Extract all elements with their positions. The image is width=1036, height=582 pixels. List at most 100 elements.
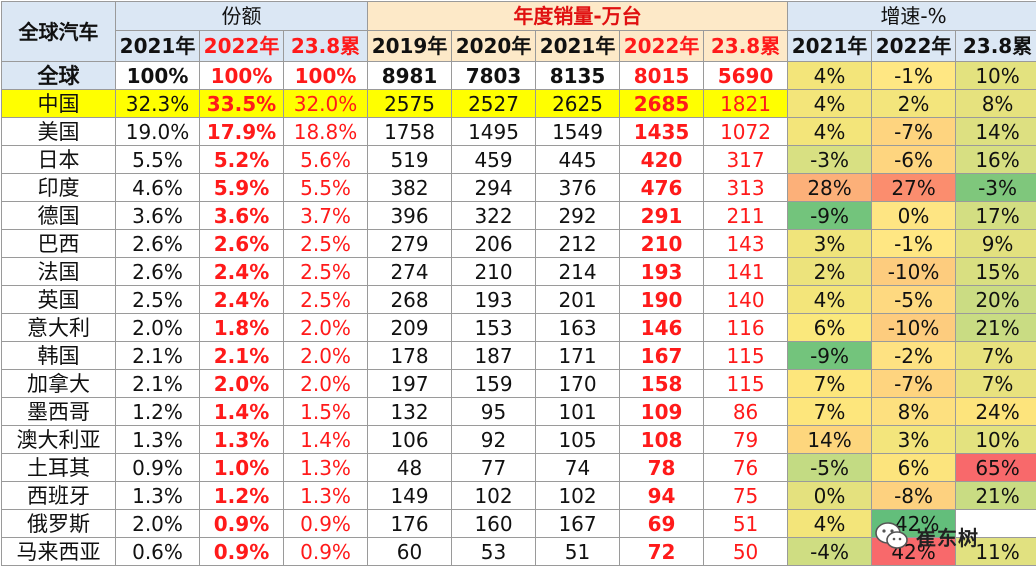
growth-2021-cell: -3% — [788, 146, 872, 174]
country-cell: 日本 — [2, 146, 116, 174]
share-2022-cell: 17.9% — [200, 118, 284, 146]
share-2022-cell: 2.6% — [200, 230, 284, 258]
growth-238-cell: 21% — [956, 482, 1036, 510]
country-cell: 韩国 — [2, 342, 116, 370]
sales-2020-cell: 210 — [452, 258, 536, 286]
sales-2021-cell: 2625 — [536, 90, 620, 118]
growth-2021-cell: 0% — [788, 482, 872, 510]
country-cell: 马来西亚 — [2, 538, 116, 566]
growth-2021-cell: 4% — [788, 118, 872, 146]
country-cell: 澳大利亚 — [2, 426, 116, 454]
sales-2022-cell: 158 — [620, 370, 704, 398]
share-238-cell: 1.3% — [284, 482, 368, 510]
growth-238-cell: 8% — [956, 90, 1036, 118]
share-2021-cell: 2.6% — [116, 230, 200, 258]
share-2021-cell: 4.6% — [116, 174, 200, 202]
sales-2021-cell: 292 — [536, 202, 620, 230]
growth-2022-cell: 6% — [872, 454, 956, 482]
country-cell: 印度 — [2, 174, 116, 202]
share-2021-cell: 2.1% — [116, 370, 200, 398]
sales-2021-cell: 167 — [536, 510, 620, 538]
sales-2021-cell: 51 — [536, 538, 620, 566]
share-2021-cell: 2.0% — [116, 510, 200, 538]
share-238-cell: 2.0% — [284, 342, 368, 370]
share-238-cell: 5.6% — [284, 146, 368, 174]
share-2021-cell: 2.6% — [116, 258, 200, 286]
growth-2022-cell: 27% — [872, 174, 956, 202]
sales-2021-cell: 105 — [536, 426, 620, 454]
sales-2020-cell: 206 — [452, 230, 536, 258]
growth-238-cell — [956, 510, 1036, 538]
sales-238-cell: 116 — [704, 314, 788, 342]
sales-238-cell: 1072 — [704, 118, 788, 146]
sales-2019-cell: 396 — [368, 202, 452, 230]
sales-238-cell: 50 — [704, 538, 788, 566]
share-2021-cell: 19.0% — [116, 118, 200, 146]
share-col-238: 23.8累 — [284, 31, 368, 62]
sales-2019-cell: 197 — [368, 370, 452, 398]
share-col-2022: 2022年 — [200, 31, 284, 62]
share-2021-cell: 0.9% — [116, 454, 200, 482]
sales-2022-cell: 72 — [620, 538, 704, 566]
growth-238-cell: 24% — [956, 398, 1036, 426]
sales-2019-cell: 178 — [368, 342, 452, 370]
share-2022-cell: 2.4% — [200, 258, 284, 286]
growth-2021-cell: 2% — [788, 258, 872, 286]
share-2022-cell: 5.9% — [200, 174, 284, 202]
share-2021-cell: 5.5% — [116, 146, 200, 174]
growth-238-cell: 14% — [956, 118, 1036, 146]
growth-238-cell: 65% — [956, 454, 1036, 482]
sales-col-2021: 2021年 — [536, 31, 620, 62]
sales-2020-cell: 187 — [452, 342, 536, 370]
growth-238-cell: 21% — [956, 314, 1036, 342]
share-238-cell: 1.4% — [284, 426, 368, 454]
sales-2020-cell: 459 — [452, 146, 536, 174]
sales-2022-cell: 108 — [620, 426, 704, 454]
sales-238-cell: 313 — [704, 174, 788, 202]
sales-2019-cell: 209 — [368, 314, 452, 342]
sales-2019-cell: 268 — [368, 286, 452, 314]
sales-2022-cell: 69 — [620, 510, 704, 538]
sales-2022-cell: 476 — [620, 174, 704, 202]
share-2022-cell: 0.9% — [200, 510, 284, 538]
share-2022-cell: 5.2% — [200, 146, 284, 174]
growth-2022-cell: 0% — [872, 202, 956, 230]
growth-2021-cell: 4% — [788, 510, 872, 538]
growth-2021-cell: 4% — [788, 286, 872, 314]
share-2021-cell: 1.3% — [116, 482, 200, 510]
growth-2022-cell: -8% — [872, 482, 956, 510]
sales-238-cell: 79 — [704, 426, 788, 454]
sales-2020-cell: 7803 — [452, 62, 536, 90]
sales-2022-cell: 210 — [620, 230, 704, 258]
share-238-cell: 2.5% — [284, 286, 368, 314]
sales-2021-cell: 214 — [536, 258, 620, 286]
country-cell: 墨西哥 — [2, 398, 116, 426]
growth-238-cell: 10% — [956, 62, 1036, 90]
growth-2022-cell: 2% — [872, 90, 956, 118]
sales-group-header: 年度销量-万台 — [368, 2, 788, 31]
sales-2021-cell: 8135 — [536, 62, 620, 90]
growth-2022-cell: 42% — [872, 538, 956, 566]
country-cell: 全球 — [2, 62, 116, 90]
country-cell: 意大利 — [2, 314, 116, 342]
growth-2022-cell: -5% — [872, 286, 956, 314]
growth-238-cell: 9% — [956, 230, 1036, 258]
sales-238-cell: 141 — [704, 258, 788, 286]
table-corner-title: 全球汽车 — [2, 2, 116, 62]
growth-238-cell: 7% — [956, 370, 1036, 398]
sales-2021-cell: 201 — [536, 286, 620, 314]
country-cell: 巴西 — [2, 230, 116, 258]
sales-2020-cell: 53 — [452, 538, 536, 566]
share-2022-cell: 1.2% — [200, 482, 284, 510]
share-2022-cell: 33.5% — [200, 90, 284, 118]
sales-2019-cell: 1758 — [368, 118, 452, 146]
share-238-cell: 2.0% — [284, 314, 368, 342]
